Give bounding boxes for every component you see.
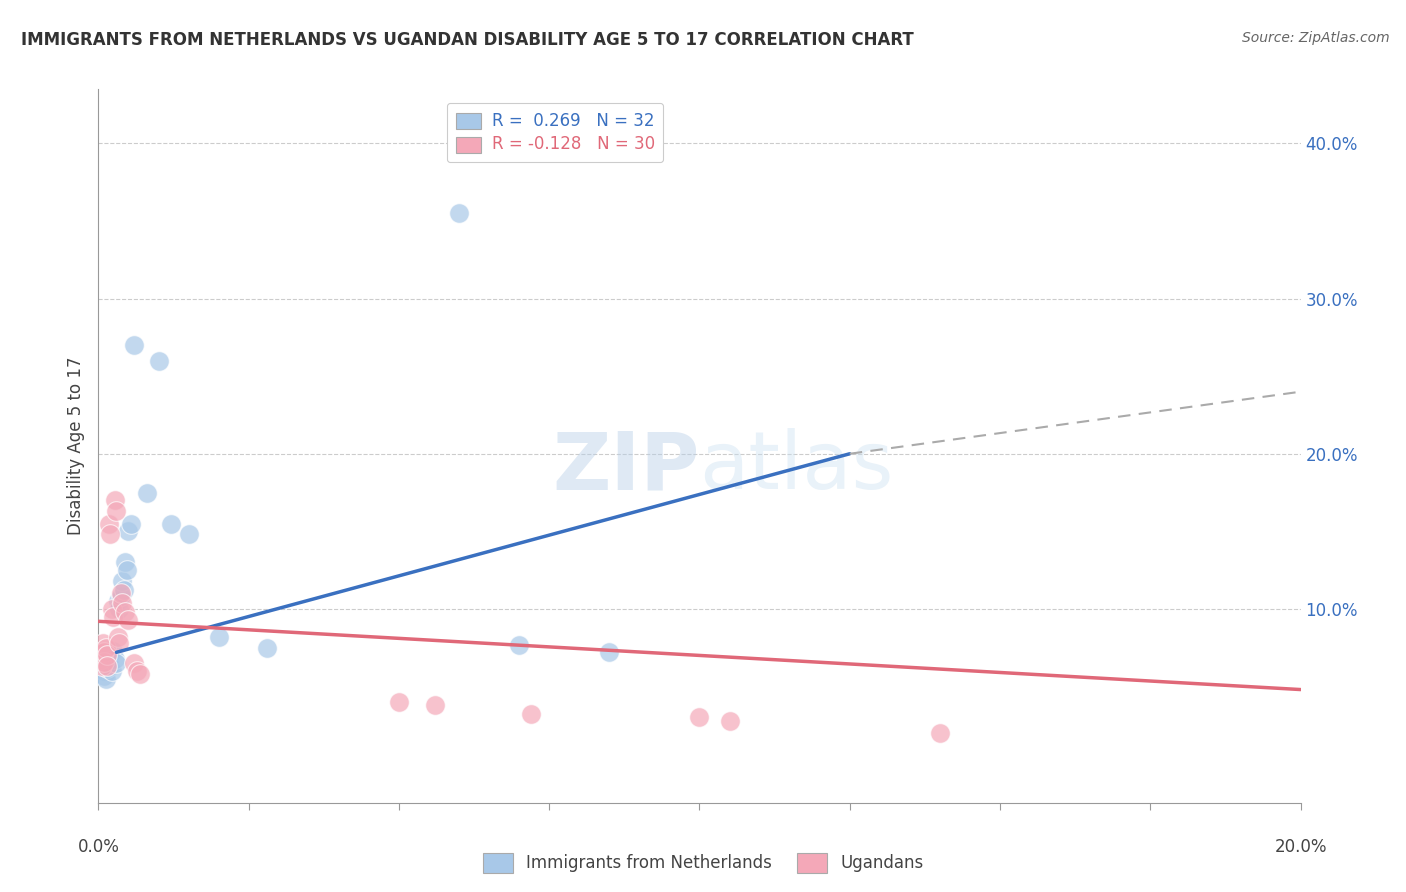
Point [256, 640, 278, 655]
Point [124, 338, 146, 352]
Point [148, 353, 170, 368]
Point [94, 672, 117, 686]
Point [105, 504, 128, 518]
Point [96, 661, 118, 675]
Point [127, 664, 149, 678]
Point [929, 726, 952, 740]
Point [96, 648, 118, 663]
Point [93, 664, 115, 678]
Point [100, 648, 122, 663]
Text: Source: ZipAtlas.com: Source: ZipAtlas.com [1241, 31, 1389, 45]
Point [423, 698, 446, 712]
Point [91, 659, 114, 673]
Point [111, 596, 134, 610]
Point [93, 645, 115, 659]
Point [100, 602, 122, 616]
Point [90, 651, 112, 665]
Point [93, 655, 115, 669]
Point [96, 659, 118, 673]
Point [689, 710, 711, 724]
Point [117, 563, 139, 577]
Point [177, 527, 200, 541]
Point [96, 651, 118, 665]
Point [104, 493, 127, 508]
Point [103, 609, 125, 624]
Point [111, 574, 134, 588]
Point [159, 516, 181, 531]
Point [108, 602, 131, 616]
Point [91, 659, 114, 673]
Point [117, 524, 139, 539]
Point [508, 638, 530, 652]
Point [105, 656, 128, 670]
Point [121, 516, 143, 531]
Point [114, 605, 136, 619]
Point [94, 640, 117, 655]
Point [598, 645, 620, 659]
Point [98, 656, 121, 670]
Point [91, 636, 114, 650]
Point [447, 206, 470, 220]
Point [100, 659, 122, 673]
Text: ZIP: ZIP [553, 428, 700, 507]
Point [112, 583, 135, 598]
Point [107, 594, 129, 608]
Point [208, 630, 231, 644]
Point [93, 668, 115, 682]
Point [108, 636, 131, 650]
Y-axis label: Disability Age 5 to 17: Disability Age 5 to 17 [67, 357, 86, 535]
Text: atlas: atlas [700, 428, 894, 507]
Point [135, 485, 157, 500]
Point [718, 714, 741, 728]
Point [110, 590, 132, 604]
Point [100, 527, 122, 541]
Point [89, 645, 111, 659]
Text: IMMIGRANTS FROM NETHERLANDS VS UGANDAN DISABILITY AGE 5 TO 17 CORRELATION CHART: IMMIGRANTS FROM NETHERLANDS VS UGANDAN D… [21, 31, 914, 49]
Point [520, 707, 543, 722]
Point [107, 630, 129, 644]
Point [388, 695, 411, 709]
Point [110, 586, 132, 600]
Legend: Immigrants from Netherlands, Ugandans: Immigrants from Netherlands, Ugandans [477, 847, 929, 880]
Point [124, 656, 146, 670]
Text: 0.0%: 0.0% [77, 838, 120, 856]
Point [98, 516, 121, 531]
Point [117, 613, 139, 627]
Legend: R =  0.269   N = 32, R = -0.128   N = 30: R = 0.269 N = 32, R = -0.128 N = 30 [447, 103, 664, 161]
Point [103, 644, 125, 658]
Point [129, 667, 152, 681]
Point [114, 555, 136, 569]
Point [104, 651, 127, 665]
Text: 20.0%: 20.0% [1274, 838, 1327, 856]
Point [100, 664, 122, 678]
